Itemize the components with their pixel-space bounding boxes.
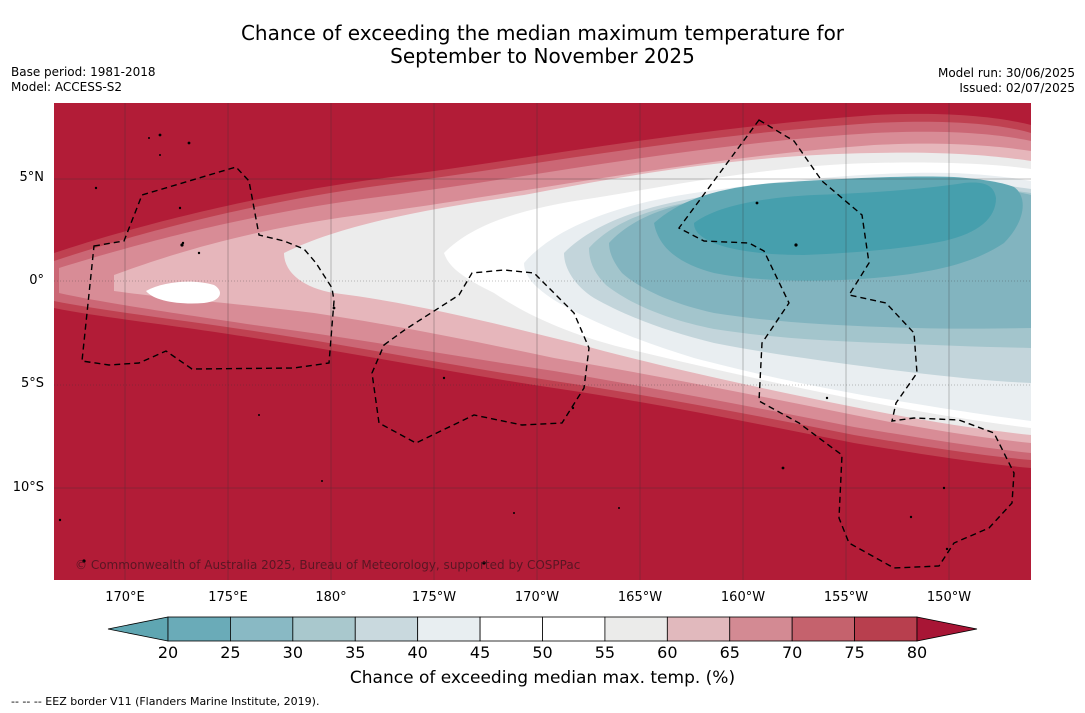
colorbar-segments: [107, 616, 978, 642]
colorbar-segment: [479, 616, 543, 642]
contour-cool-6: [694, 182, 996, 255]
colorbar-title: Chance of exceeding median max. temp. (%…: [349, 668, 736, 688]
colorbar-tick-label: 60: [657, 643, 678, 662]
colorbar-segment: [729, 616, 793, 642]
title-line-2: September to November 2025: [390, 44, 695, 68]
colorbar-tick-label: 80: [906, 643, 928, 662]
lon-label-165w: 165°W: [617, 590, 663, 605]
islands: [58, 133, 949, 565]
issued-date: Issued: 02/07/2025: [959, 81, 1075, 95]
colorbar: [107, 616, 978, 642]
lon-label-180: 180°: [315, 590, 347, 605]
colorbar-segment: [854, 616, 918, 642]
colorbar-tick-label: 70: [781, 643, 803, 662]
lat-label-10s: 10°S: [12, 480, 44, 495]
colorbar-segment: [167, 616, 231, 642]
copyright-notice: © Commonwealth of Australia 2025, Bureau…: [75, 558, 581, 572]
colorbar-tick-label: 65: [719, 643, 740, 662]
probability-map: [54, 103, 1031, 580]
colorbar-segment: [542, 616, 606, 642]
map-title: Chance of exceeding the median maximum t…: [0, 22, 1085, 68]
lon-label-170w: 170°W: [514, 590, 560, 605]
lon-label-175e: 175°E: [208, 590, 248, 605]
lon-label-175w: 175°W: [411, 590, 457, 605]
colorbar-segment: [604, 616, 668, 642]
lon-label-155w: 155°W: [823, 590, 869, 605]
lat-label-5s: 5°S: [20, 376, 44, 391]
colorbar-tick-label: 35: [345, 643, 366, 662]
colorbar-segment: [230, 616, 294, 642]
colorbar-segment: [791, 616, 855, 642]
colorbar-segment: [292, 616, 356, 642]
colorbar-tick-label: 45: [469, 643, 491, 662]
colorbar-tick-label: 75: [844, 643, 865, 662]
lat-label-0: 0°: [29, 273, 44, 288]
colorbar-segment: [354, 616, 419, 642]
lon-label-170e: 170°E: [105, 590, 145, 605]
title-line-1: Chance of exceeding the median maximum t…: [240, 21, 845, 45]
meta-right: Model run: 30/06/2025 Issued: 02/07/2025: [938, 66, 1075, 96]
colorbar-tick-label: 50: [532, 643, 553, 662]
colorbar-tick-label: 40: [407, 643, 428, 662]
eez-border-kiribati-gilbert: [81, 166, 335, 370]
colorbar-segment: [666, 616, 731, 642]
graticule: [54, 103, 1031, 580]
colorbar-tick-label: 30: [282, 643, 304, 662]
model-name: Model: ACCESS-S2: [11, 80, 123, 94]
model-run: Model run: 30/06/2025: [937, 66, 1075, 80]
base-period: Base period: 1981-2018: [11, 65, 156, 79]
contour-white-pocket: [146, 281, 220, 304]
lon-label-160w: 160°W: [720, 590, 766, 605]
eez-borders: [81, 119, 1015, 569]
colorbar-tick-label: 25: [220, 643, 241, 662]
colorbar-tick-label: 20: [157, 643, 179, 662]
meta-left: Base period: 1981-2018 Model: ACCESS-S2: [11, 65, 156, 95]
eez-border-kiribati-line: [677, 119, 1015, 569]
lon-label-150w: 150°W: [926, 590, 972, 605]
eez-border-kiribati-phoenix: [371, 269, 590, 444]
colorbar-arrow-low: [107, 616, 169, 642]
colorbar-tick-label: 55: [594, 643, 616, 662]
lat-label-5n: 5°N: [19, 170, 45, 185]
colorbar-arrow-high: [916, 616, 978, 642]
eez-legend: -- -- -- EEZ border V11 (Flanders Marine…: [11, 695, 320, 708]
colorbar-segment: [417, 616, 481, 642]
